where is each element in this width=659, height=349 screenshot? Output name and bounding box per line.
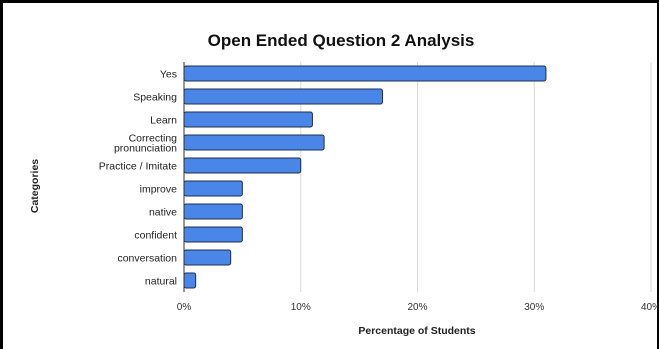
category-label: Correcting pronunciation bbox=[114, 133, 177, 155]
chart-title: Open Ended Question 2 Analysis bbox=[208, 31, 475, 50]
bar bbox=[183, 88, 383, 105]
category-label: Speaking bbox=[133, 92, 177, 104]
x-tick-label: 40% bbox=[641, 302, 659, 313]
x-tick-label: 30% bbox=[524, 302, 544, 313]
bar bbox=[183, 272, 197, 289]
bar bbox=[183, 65, 547, 82]
bar bbox=[183, 226, 243, 243]
category-label: Yes bbox=[160, 69, 177, 81]
bar bbox=[183, 249, 232, 266]
category-label: improve bbox=[140, 184, 178, 196]
category-labels: Yes Speaking Learn Correcting pronunciation P… bbox=[99, 69, 177, 288]
x-tick-label: 20% bbox=[407, 302, 427, 313]
category-label: natural bbox=[145, 276, 177, 288]
bar bbox=[183, 111, 313, 128]
bar bbox=[183, 203, 243, 220]
y-axis-title: Categories bbox=[29, 159, 41, 213]
x-tick-label: 10% bbox=[291, 302, 311, 313]
bar bbox=[183, 180, 243, 197]
bar bbox=[183, 134, 325, 151]
x-tick-labels: 0% 10% 20% 30% 40% bbox=[177, 302, 659, 313]
bars bbox=[183, 65, 547, 289]
x-axis-title: Percentage of Students bbox=[358, 325, 475, 337]
category-label: Learn bbox=[150, 115, 177, 127]
category-label: Practice / Imitate bbox=[99, 161, 177, 173]
bar bbox=[183, 157, 302, 174]
category-label: native bbox=[149, 207, 177, 219]
category-label: conversation bbox=[117, 253, 177, 265]
x-tick-label: 0% bbox=[177, 302, 192, 313]
category-label: confident bbox=[134, 230, 177, 242]
